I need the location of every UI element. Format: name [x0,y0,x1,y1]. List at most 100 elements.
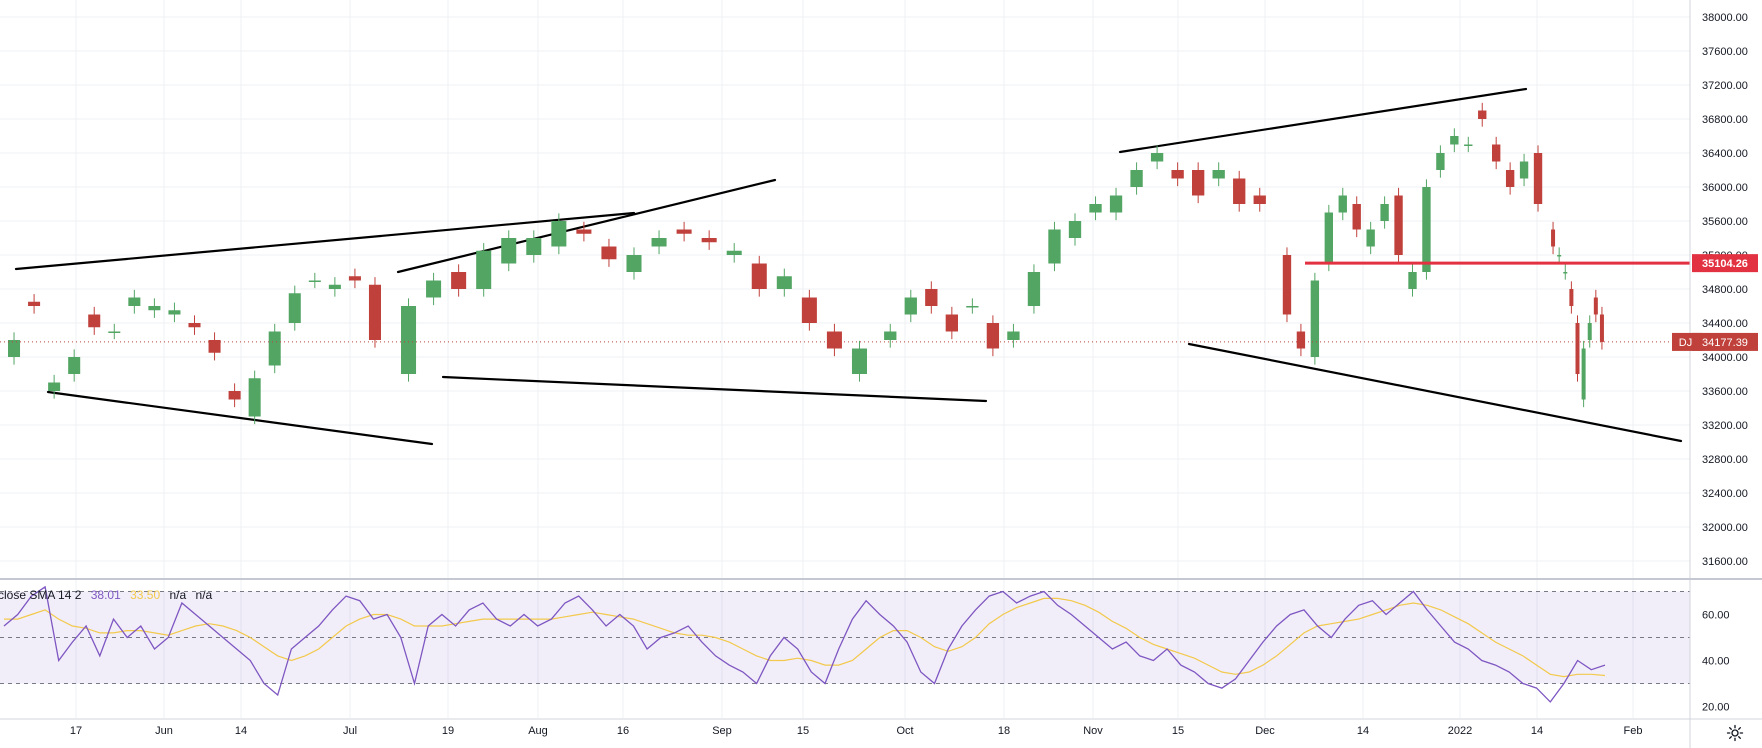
candle-body [1233,178,1246,204]
candle-body [1450,136,1459,145]
price-tick-label: 32400.00 [1702,488,1748,500]
candle-body [1593,297,1598,315]
candle-body [1436,153,1445,170]
trendline [441,375,988,403]
time-tick-label: 15 [797,725,809,737]
rsi-plot [3,585,1606,703]
candle-body [368,284,381,340]
candle-body [1171,170,1184,179]
time-tick-label: Nov [1083,725,1103,737]
rsi-legend[interactable]: close SMA 14 2 38.01 33.50 n/a n/a [0,588,213,602]
rsi-tick-label: 20.00 [1702,702,1730,714]
candle-body [1068,221,1082,238]
candle-body [1380,204,1389,221]
candle-body [248,378,261,417]
time-tick-label: 14 [1531,725,1543,737]
trendline [396,178,777,274]
price-tags: 35104.26 DJI 34177.39 [1672,254,1758,351]
trendline [1187,342,1683,443]
price-tick-label: 36400.00 [1702,148,1748,160]
candle-body [601,246,617,260]
candle-body [1478,110,1487,119]
candle-body [1557,255,1562,257]
candle-body [168,310,181,315]
time-tick-label: 2022 [1448,725,1472,737]
candle-body [451,272,467,289]
candle-body [1569,289,1574,306]
price-tick-label: 33200.00 [1702,420,1748,432]
time-tick-label: Oct [896,725,913,737]
rsi-band [0,591,1690,684]
trendline [14,211,636,271]
price-tick-label: 38000.00 [1702,12,1748,24]
candle-body [188,323,201,328]
settings-gear-button[interactable] [1724,722,1746,744]
time-tick-label: Feb [1624,725,1643,737]
candle-body [1505,170,1515,187]
candle-body [48,382,61,391]
candle-body [701,238,717,243]
time-tick-label: 15 [1172,725,1184,737]
candle-body [751,263,767,289]
candle-body [1212,170,1225,179]
price-level-tag-text: 35104.26 [1702,258,1748,270]
candle-body [1027,272,1041,306]
candle-body [1394,195,1403,255]
candle-body [1296,331,1306,349]
candle-body [1150,153,1164,162]
candle-body [1089,204,1102,213]
candle-body [1352,204,1361,230]
candles [8,102,1604,425]
candle-body [726,250,742,255]
candle-body [1366,229,1375,247]
price-tick-label: 36000.00 [1702,182,1748,194]
candle-body [651,238,667,247]
time-tick-label: Aug [528,725,548,737]
rsi-tick-label: 40.00 [1702,656,1730,668]
candle-body [1563,272,1568,274]
candle-body [128,297,141,306]
candle-body [401,306,417,374]
candle-body [426,280,442,298]
rsi-value: 38.01 [91,588,121,602]
candle-body [1519,161,1529,179]
rsi-sma-value: 33.50 [130,588,160,602]
candle-body [1587,323,1592,340]
time-tick-label: 14 [1357,725,1369,737]
price-tick-label: 35600.00 [1702,216,1748,228]
rsi-grid [0,591,1690,684]
candle-body [28,301,41,306]
price-tick-label: 33600.00 [1702,386,1748,398]
price-tick-label: 32800.00 [1702,454,1748,466]
candle-body [1551,229,1556,247]
rsi-tick-label: 60.00 [1702,610,1730,622]
candle-body [966,306,979,308]
candle-body [1464,144,1473,146]
candle-body [904,297,917,315]
price-tick-label: 31600.00 [1702,556,1748,568]
candle-body [8,340,21,357]
candle-body [826,331,842,349]
candle-body [1109,195,1123,213]
rsi-label: close SMA 14 2 [0,588,82,602]
candle-body [348,276,361,281]
candle-body [1408,272,1417,289]
candle-body [1048,229,1061,264]
rsi-na-1: n/a [169,588,186,602]
time-tick-label: 14 [235,725,247,737]
candle-body [884,331,897,340]
candle-body [851,348,867,374]
candle-body [476,250,492,289]
candle-body [776,276,792,289]
trendline [46,390,434,446]
candle-body [1324,212,1333,264]
price-tick-label: 34000.00 [1702,352,1748,364]
time-tick-label: 18 [998,725,1010,737]
candle-body [88,314,101,328]
price-tick-label: 32000.00 [1702,522,1748,534]
candle-body [576,229,592,234]
trendline [1118,87,1528,154]
candle-body [1282,255,1292,315]
